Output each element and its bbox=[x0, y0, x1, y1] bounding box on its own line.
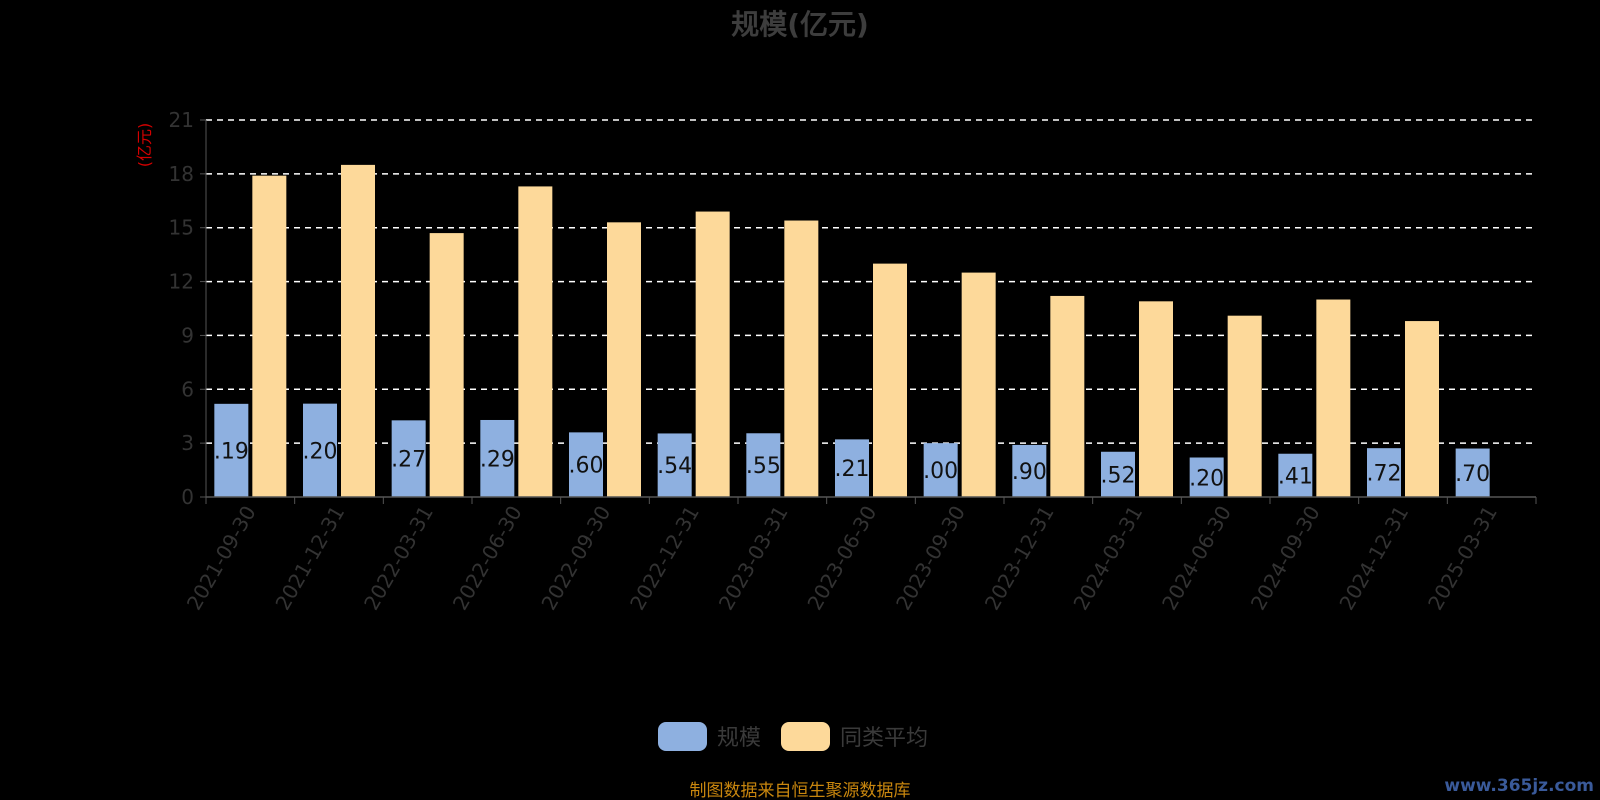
y-tick-label: 0 bbox=[181, 485, 194, 509]
data-label: .55 bbox=[746, 454, 781, 479]
bar-scale bbox=[1278, 453, 1313, 497]
bar-peer-average bbox=[873, 263, 907, 497]
bar-scale bbox=[303, 403, 337, 497]
data-label: .19 bbox=[214, 439, 249, 464]
x-tick-label: 2022-06-30 bbox=[448, 502, 527, 615]
bar-scale bbox=[746, 433, 781, 497]
bar-scale bbox=[1367, 448, 1401, 497]
chart-title: 规模(亿元) bbox=[731, 8, 869, 41]
bar-scale bbox=[569, 432, 603, 497]
y-tick-label: 6 bbox=[181, 377, 194, 401]
data-label: .90 bbox=[1012, 460, 1047, 485]
x-tick-label: 2021-12-31 bbox=[270, 502, 349, 615]
bar-peer-average bbox=[784, 220, 819, 498]
x-tick-label: 2024-09-30 bbox=[1246, 502, 1325, 615]
x-tick-label: 2024-06-30 bbox=[1157, 502, 1236, 615]
bar-peer-average bbox=[429, 233, 464, 497]
bar-peer-average bbox=[695, 211, 730, 498]
bar-scale bbox=[1101, 451, 1135, 497]
y-tick-label: 21 bbox=[169, 108, 194, 132]
y-tick-label: 18 bbox=[169, 162, 194, 186]
bar-scale bbox=[480, 419, 515, 497]
bar-scale bbox=[923, 443, 958, 497]
x-tick-label: 2025-03-31 bbox=[1423, 502, 1502, 615]
data-label: .72 bbox=[1367, 462, 1402, 487]
bar-series: .19 .20 .27 .29 .60 .54 .55 .21 .00 .90 .52 .20 .41.… bbox=[214, 164, 1490, 498]
data-label: .52 bbox=[1101, 463, 1136, 488]
y-tick-label: 12 bbox=[169, 270, 194, 294]
data-label: .70 bbox=[1455, 462, 1490, 487]
y-axis-unit-label: (亿元) bbox=[135, 123, 154, 168]
data-label: .60 bbox=[569, 454, 604, 479]
data-label: .21 bbox=[835, 457, 870, 482]
bar-scale bbox=[391, 420, 426, 497]
data-label: .29 bbox=[480, 447, 515, 472]
x-tick-label: 2023-03-31 bbox=[714, 502, 793, 615]
bar-scale bbox=[1012, 444, 1047, 497]
bar-peer-average bbox=[1316, 299, 1351, 497]
x-tick-label: 2023-09-30 bbox=[891, 502, 970, 615]
data-label: .20 bbox=[303, 439, 338, 464]
bar-peer-average bbox=[1405, 321, 1439, 497]
data-label: .54 bbox=[657, 454, 692, 479]
watermark: www.365jz.com bbox=[1444, 776, 1594, 796]
legend-swatch bbox=[658, 722, 707, 751]
bar-scale bbox=[1189, 457, 1224, 497]
bar-scale bbox=[214, 403, 249, 497]
x-tick-label: 2022-03-31 bbox=[359, 501, 438, 614]
legend-label: 同类平均 bbox=[840, 726, 928, 751]
legend-label: 规模 bbox=[717, 726, 761, 751]
y-axis-ticks: 0 3 6 9 12 15 18 21 bbox=[169, 108, 206, 509]
x-tick-label: 2023-06-30 bbox=[802, 502, 881, 615]
bar-scale bbox=[835, 439, 869, 497]
x-tick-label: 2022-09-30 bbox=[536, 502, 615, 615]
bar-peer-average bbox=[1227, 315, 1262, 497]
bar-peer-average bbox=[607, 222, 641, 498]
bar-peer-average bbox=[341, 164, 375, 497]
data-source-note: 制图数据来自恒生聚源数据库 bbox=[690, 781, 911, 800]
x-tick-label: 2024-03-31 bbox=[1068, 502, 1147, 615]
bar-scale bbox=[1455, 448, 1490, 497]
legend: 规模 同类平均 bbox=[658, 722, 928, 751]
x-tick-label: 2024-12-31 bbox=[1334, 502, 1413, 615]
gridlines bbox=[206, 119, 1536, 444]
x-tick-label: 2021-09-30 bbox=[182, 502, 261, 615]
data-label: .20 bbox=[1189, 466, 1224, 491]
x-tick-label: 2023-12-31 bbox=[980, 502, 1059, 615]
y-tick-label: 9 bbox=[181, 323, 194, 347]
x-tick-label: 2022-12-31 bbox=[625, 502, 704, 615]
y-tick-label: 15 bbox=[169, 216, 194, 240]
bar-peer-average bbox=[1050, 295, 1085, 497]
y-tick-label: 3 bbox=[181, 431, 194, 455]
data-label: .27 bbox=[391, 448, 426, 473]
bar-peer-average bbox=[961, 272, 996, 497]
data-label: .41 bbox=[1278, 464, 1313, 489]
bar-peer-average bbox=[252, 175, 287, 497]
bar-peer-average bbox=[518, 186, 553, 497]
legend-swatch bbox=[781, 722, 830, 751]
bar-peer-average bbox=[1139, 301, 1173, 497]
data-label: .00 bbox=[923, 459, 958, 484]
bar-scale bbox=[657, 433, 692, 497]
